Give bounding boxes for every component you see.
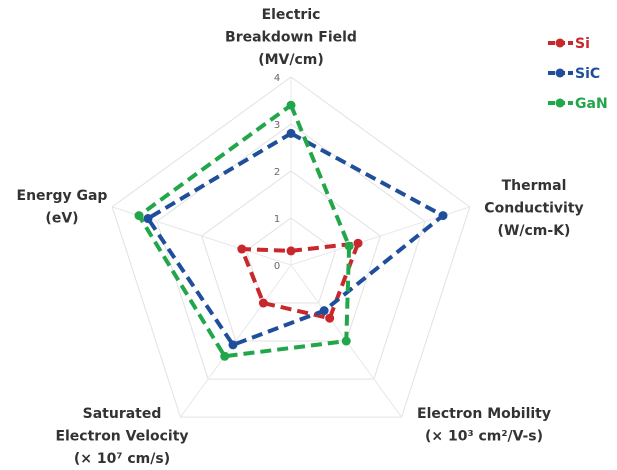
axis-label: Electron Mobility: [417, 406, 551, 422]
tick-label: 0: [274, 261, 280, 272]
axis-label: Thermal: [502, 178, 567, 194]
data-point-si: [353, 238, 363, 248]
legend-label-gan: GaN: [575, 96, 608, 112]
data-point-gan: [220, 351, 230, 361]
axis-label: Electric: [262, 7, 321, 23]
series-line-gan: [136, 102, 352, 359]
axis-label: (× 10³ cm²/V-s): [425, 429, 543, 445]
grid-ring: [111, 76, 471, 418]
tick-label: 4: [274, 73, 280, 84]
grid-ring: [156, 123, 426, 380]
grid-ring: [201, 170, 381, 342]
axis-label: Energy Gap: [17, 188, 108, 204]
tick-label: 2: [274, 167, 280, 178]
axis-label: (MV/cm): [258, 52, 324, 68]
legend-marker-si: [555, 38, 565, 48]
axis-label: Conductivity: [484, 201, 583, 217]
data-point-sic: [319, 306, 329, 316]
series-line-sic: [145, 131, 447, 348]
data-point-sic: [286, 128, 296, 138]
legend-marker-gan: [555, 98, 565, 108]
axis-label: (eV): [45, 211, 78, 227]
data-point-sic: [228, 340, 238, 350]
legend-marker-sic: [555, 68, 565, 78]
data-point-si: [286, 246, 296, 256]
data-point-si: [237, 244, 247, 254]
tick-label: 1: [274, 214, 280, 225]
data-point-gan: [341, 336, 351, 346]
axis-label: Electron Velocity: [55, 429, 188, 445]
data-point-gan: [344, 241, 354, 251]
data-point-si: [258, 298, 268, 308]
axis-label: Breakdown Field: [225, 30, 357, 46]
axis-label: (× 10⁷ cm/s): [74, 451, 170, 467]
axis-label: (W/cm-K): [498, 223, 571, 239]
data-point-gan: [134, 211, 144, 221]
data-point-sic: [143, 214, 153, 224]
axis-label: Saturated: [83, 406, 162, 422]
data-point-gan: [286, 100, 296, 110]
legend-label-sic: SiC: [575, 66, 600, 82]
legend-label-si: Si: [575, 36, 590, 52]
tick-label: 3: [274, 120, 280, 131]
data-point-sic: [438, 211, 448, 221]
data-point-si: [325, 313, 335, 323]
axis-spoke: [180, 264, 292, 418]
